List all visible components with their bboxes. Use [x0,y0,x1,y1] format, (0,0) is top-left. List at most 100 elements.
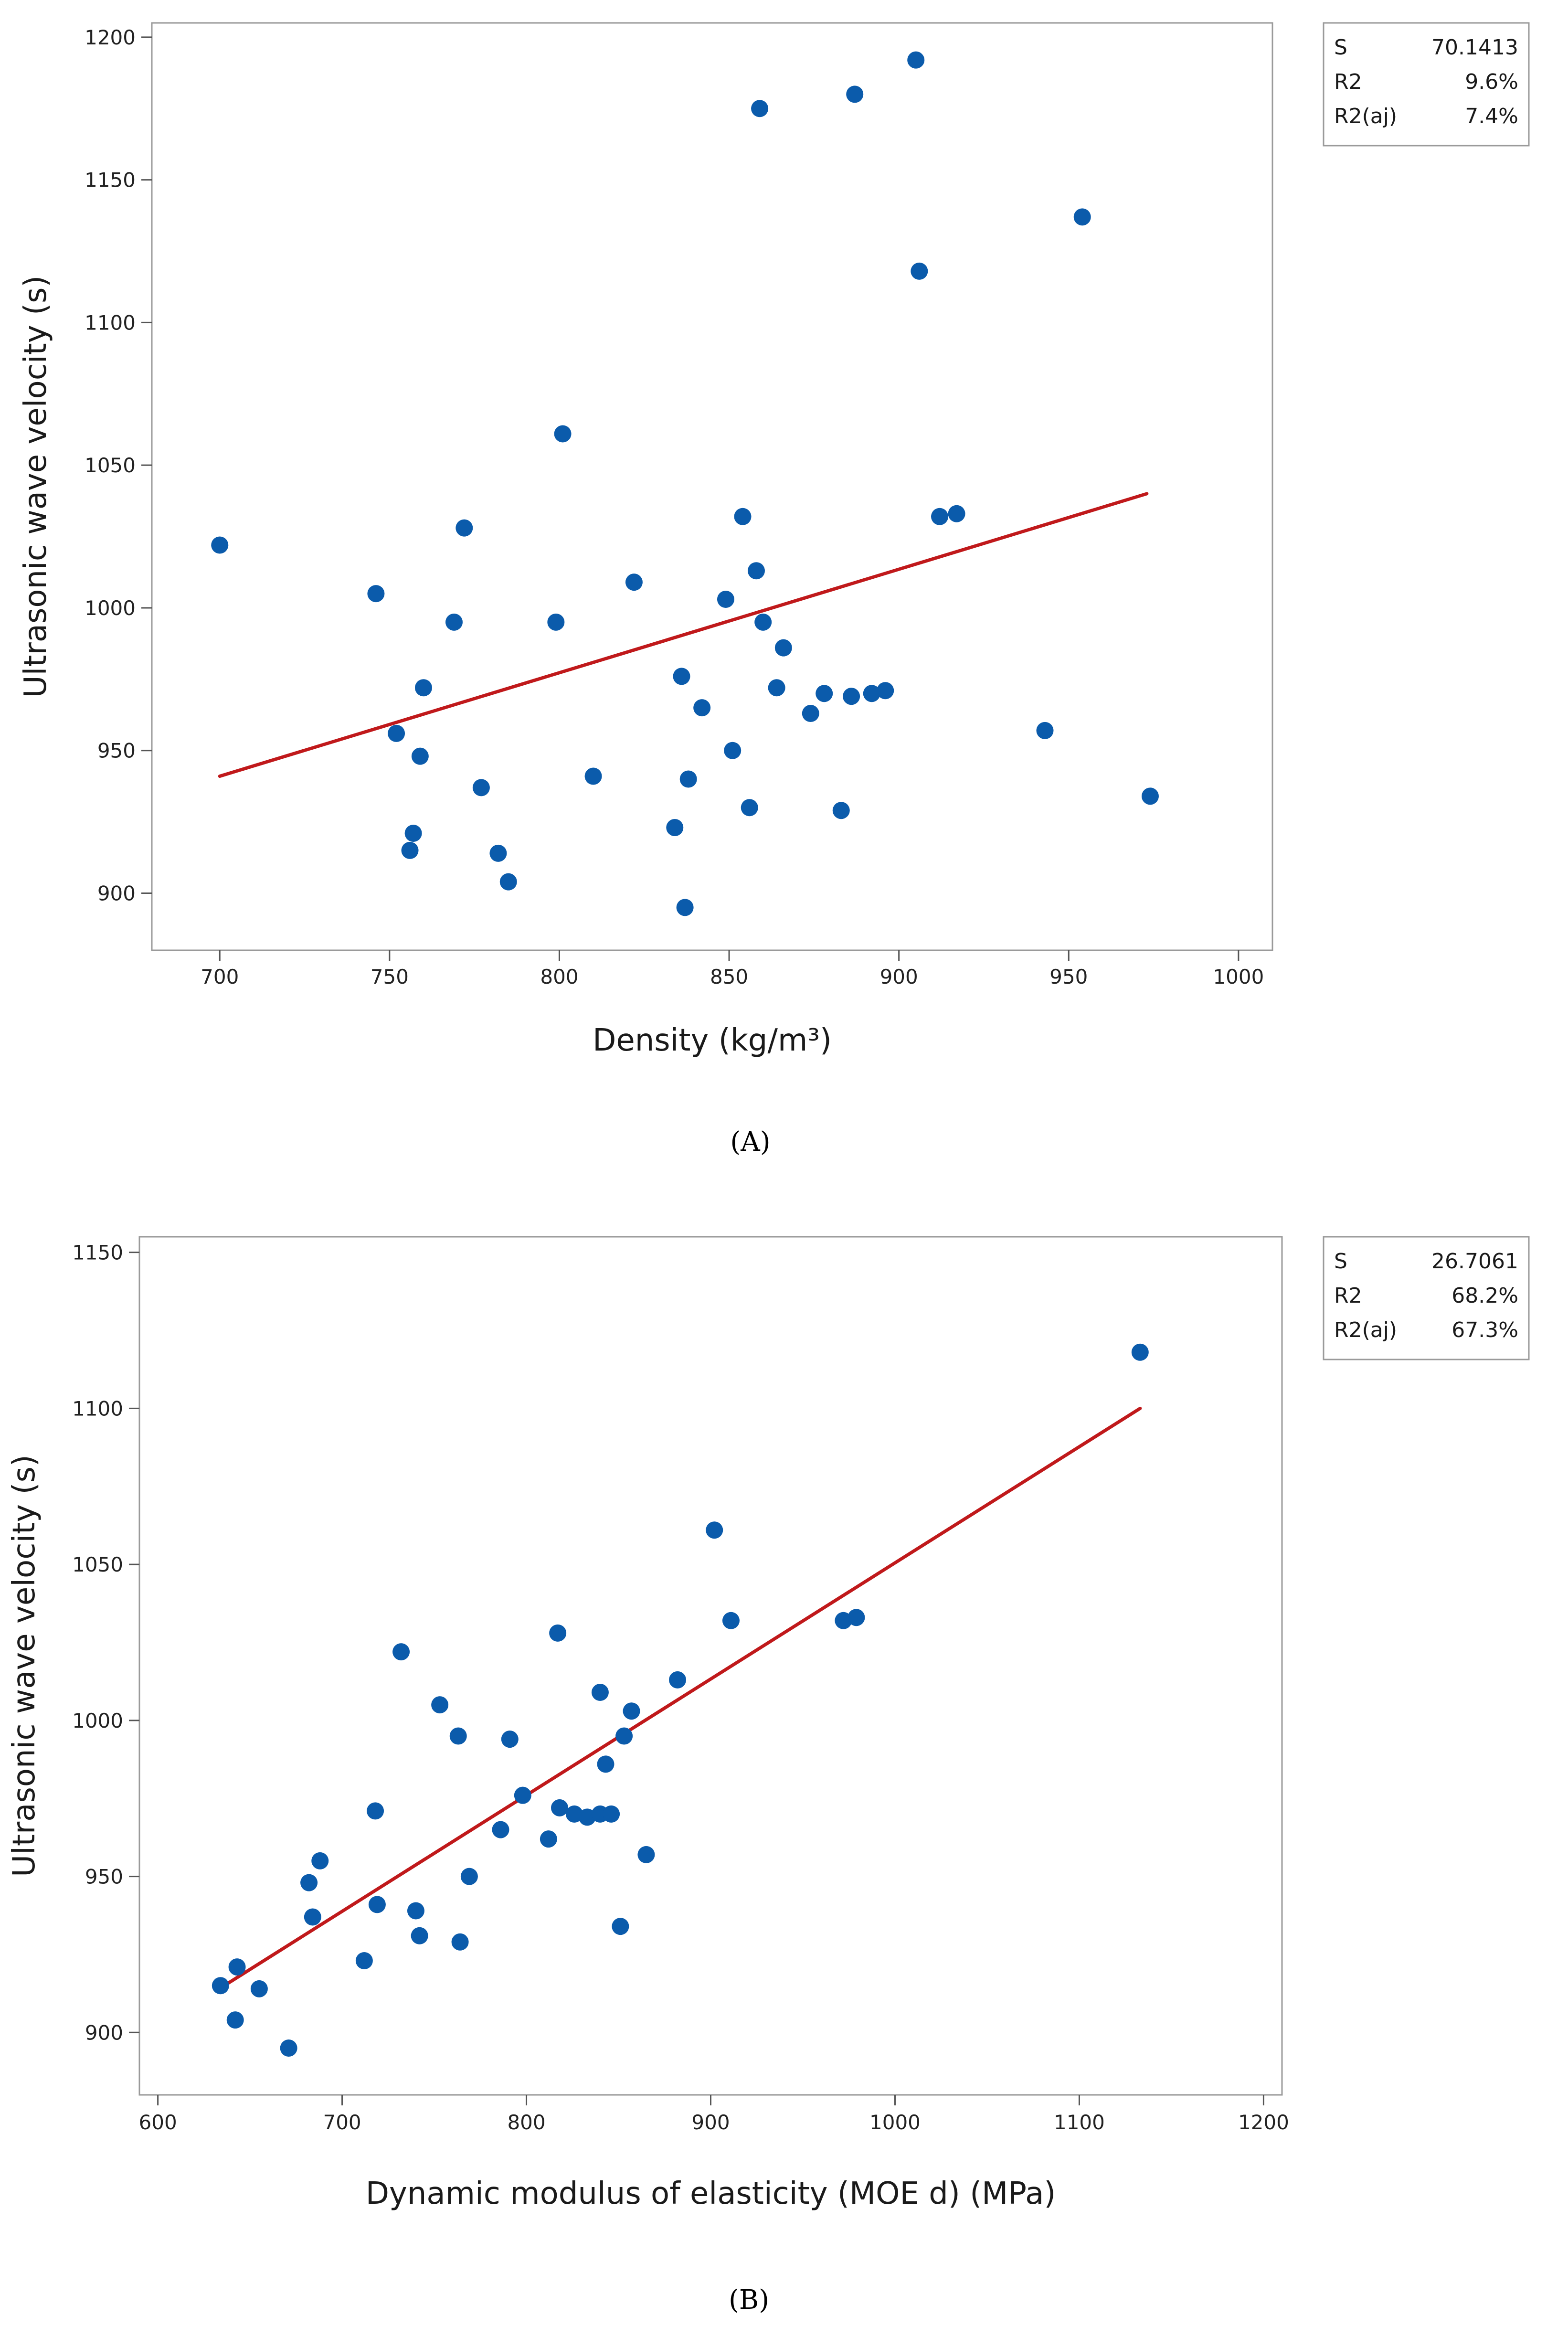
stat-value: 26.7061 [1431,1249,1518,1274]
stat-label: R2 [1334,70,1362,94]
panel-label: (A) [730,1126,770,1158]
data-point [623,1702,640,1720]
data-point [717,591,734,608]
x-axis-title: Dynamic modulus of elasticity (MOE d) (M… [366,2176,1056,2211]
data-point [460,1868,478,1885]
data-point [211,536,229,554]
data-point [931,508,949,525]
x-tick-label: 850 [710,965,748,988]
data-point [693,699,711,717]
data-point [514,1786,531,1804]
data-point [367,585,385,603]
y-tick-label: 1050 [72,1553,123,1576]
data-point [948,505,965,522]
y-tick-label: 1150 [72,1241,123,1264]
data-point [414,679,432,697]
data-point [226,2011,244,2029]
stat-value: 9.6% [1465,70,1518,94]
chart-panel-a: 900 950 1000 1050 1100 1150 1200 700 750 800 850 90… [18,22,1530,1158]
data-point [280,2039,297,2057]
x-tick-label: 700 [201,965,239,988]
data-point [451,1933,469,1951]
x-tick-label: 900 [880,965,918,988]
y-tick-label: 1000 [85,596,136,620]
data-point [565,1805,583,1823]
data-point [540,1830,557,1848]
x-tick-label: 1000 [869,2111,921,2134]
data-point [407,1902,424,1920]
data-point [754,613,772,631]
y-axis-title: Ultrasonic wave velocity (s) [18,276,53,698]
data-point [673,668,690,685]
data-point [300,1874,318,1891]
data-point [1036,722,1054,739]
data-point [741,799,758,817]
data-point [411,1927,428,1944]
data-point [816,685,833,702]
data-point [637,1846,655,1863]
stat-value: 7.4% [1465,104,1518,128]
y-tick-label: 1100 [85,311,136,334]
data-point [404,825,422,842]
data-point [445,613,463,631]
data-point [547,613,565,631]
y-tick-label: 950 [85,1865,123,1889]
y-tick-label: 900 [85,2021,123,2044]
data-point [499,873,517,891]
data-point [751,100,769,117]
regression-line [218,492,1149,778]
data-point [835,1612,852,1629]
data-point [304,1908,321,1926]
x-axis-title: Density (kg/m³) [593,1023,832,1058]
plot-frame [138,1236,1283,2096]
x-tick-label: 1200 [1238,2111,1289,2134]
y-axis-title: Ultrasonic wave velocity (s) [7,1455,42,1877]
y-tick-label: 900 [97,882,136,905]
data-point [228,1958,246,1976]
data-point [212,1977,229,1995]
data-point [774,639,792,657]
data-point [724,742,742,759]
data-point [1073,208,1091,226]
x-tick-label: 750 [371,965,409,988]
data-point [449,1727,467,1745]
data-point [1141,787,1159,805]
data-point [846,85,864,103]
data-point [802,705,819,722]
data-point [489,844,507,862]
data-point [911,262,928,280]
stats-box-frame [1323,22,1530,147]
stats-box-frame [1323,1236,1530,1360]
x-tick-label: 800 [540,965,578,988]
data-point [551,1799,569,1816]
stats-box: S 70.1413 R2 9.6% R2(aj) 7.4% [1323,22,1530,147]
x-tick-label: 1100 [1054,2111,1105,2134]
data-point [549,1624,567,1642]
data-point [863,685,880,702]
y-tick-label: 950 [97,739,136,763]
data-point [734,508,752,525]
data-point [355,1952,373,1970]
data-point [472,779,490,797]
x-tick-label: 900 [691,2111,730,2134]
y-tick-label: 1200 [85,26,136,49]
data-point [625,574,643,591]
data-point [768,679,785,697]
data-point [311,1852,329,1869]
data-point [584,767,602,785]
stat-value: 70.1413 [1431,35,1518,60]
stat-label: R2 [1334,1284,1362,1308]
data-point [578,1808,596,1826]
data-point [597,1755,614,1773]
stat-label: R2(aj) [1334,104,1397,128]
data-point [554,425,572,443]
data-point [250,1980,268,1997]
data-point [368,1896,386,1913]
data-point [411,747,429,765]
data-point [843,688,860,705]
data-point [431,1696,449,1714]
data-point [367,1802,384,1820]
stat-label: S [1334,35,1347,60]
data-point [591,1684,609,1701]
